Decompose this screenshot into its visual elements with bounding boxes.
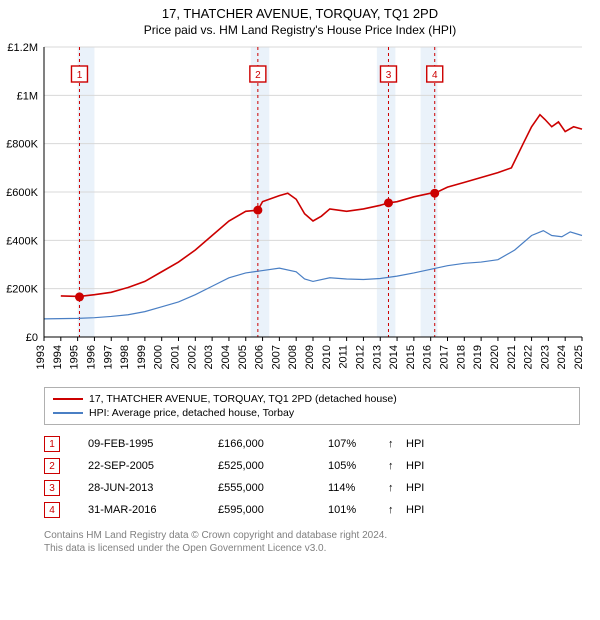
tx-pct: 107% — [328, 438, 388, 450]
tx-hpi-label: HPI — [406, 504, 446, 516]
tx-marker: 3 — [44, 480, 60, 496]
chart-area: £0 £200K £400K £600K £800K £1M £1.2M 1993 1994 19… — [0, 41, 600, 381]
tx-marker: 1 — [44, 436, 60, 452]
tx-date: 28-JUN-2013 — [88, 482, 218, 494]
footer-line2: This data is licensed under the Open Gov… — [44, 542, 580, 555]
tx-date: 31-MAR-2016 — [88, 504, 218, 516]
svg-text:2008: 2008 — [287, 345, 299, 369]
price-chart: £0 £200K £400K £600K £800K £1M £1.2M 1993 1994 19… — [0, 41, 600, 381]
svg-text:1996: 1996 — [85, 345, 97, 369]
svg-text:2021: 2021 — [506, 345, 518, 369]
table-row: 1 09-FEB-1995£166,000107%↑HPI — [44, 433, 580, 455]
legend-label: HPI: Average price, detached house, Torb… — [89, 407, 294, 419]
svg-text:£0: £0 — [26, 332, 38, 344]
tx-marker: 4 — [44, 502, 60, 518]
svg-text:2007: 2007 — [270, 345, 282, 369]
svg-text:2014: 2014 — [388, 345, 400, 369]
svg-text:£200K: £200K — [6, 284, 38, 296]
svg-text:2011: 2011 — [338, 345, 350, 369]
svg-text:1995: 1995 — [69, 345, 81, 369]
svg-text:2004: 2004 — [220, 345, 232, 369]
svg-text:2022: 2022 — [523, 345, 535, 369]
svg-text:2013: 2013 — [371, 345, 383, 369]
svg-text:£600K: £600K — [6, 187, 38, 199]
svg-text:4: 4 — [432, 70, 438, 81]
tx-marker: 2 — [44, 458, 60, 474]
legend: 17, THATCHER AVENUE, TORQUAY, TQ1 2PD (d… — [44, 387, 580, 425]
svg-text:2005: 2005 — [237, 345, 249, 369]
svg-text:2010: 2010 — [321, 345, 333, 369]
svg-text:1993: 1993 — [35, 345, 47, 369]
svg-text:2025: 2025 — [573, 345, 585, 369]
up-arrow-icon: ↑ — [388, 504, 406, 516]
tx-hpi-label: HPI — [406, 460, 446, 472]
tx-date: 09-FEB-1995 — [88, 438, 218, 450]
svg-text:2003: 2003 — [203, 345, 215, 369]
svg-text:2009: 2009 — [304, 345, 316, 369]
svg-text:2017: 2017 — [439, 345, 451, 369]
svg-text:3: 3 — [386, 70, 392, 81]
up-arrow-icon: ↑ — [388, 460, 406, 472]
tx-price: £555,000 — [218, 482, 328, 494]
legend-swatch — [53, 398, 83, 400]
svg-text:2019: 2019 — [472, 345, 484, 369]
footer-line1: Contains HM Land Registry data © Crown c… — [44, 529, 580, 542]
tx-price: £525,000 — [218, 460, 328, 472]
svg-text:2002: 2002 — [186, 345, 198, 369]
tx-price: £595,000 — [218, 504, 328, 516]
svg-text:1994: 1994 — [52, 345, 64, 369]
svg-text:£400K: £400K — [6, 235, 38, 247]
svg-text:2001: 2001 — [170, 345, 182, 369]
legend-swatch — [53, 412, 83, 414]
svg-text:2000: 2000 — [153, 345, 165, 369]
svg-text:1998: 1998 — [119, 345, 131, 369]
tx-hpi-label: HPI — [406, 438, 446, 450]
svg-text:2006: 2006 — [254, 345, 266, 369]
tx-pct: 105% — [328, 460, 388, 472]
tx-date: 22-SEP-2005 — [88, 460, 218, 472]
tx-pct: 114% — [328, 482, 388, 494]
tx-price: £166,000 — [218, 438, 328, 450]
svg-text:2018: 2018 — [455, 345, 467, 369]
svg-text:2020: 2020 — [489, 345, 501, 369]
svg-text:1999: 1999 — [136, 345, 148, 369]
svg-text:2024: 2024 — [556, 345, 568, 369]
svg-text:£800K: £800K — [6, 139, 38, 151]
svg-text:£1.2M: £1.2M — [7, 42, 38, 54]
legend-label: 17, THATCHER AVENUE, TORQUAY, TQ1 2PD (d… — [89, 393, 397, 405]
page-subtitle: Price paid vs. HM Land Registry's House … — [0, 21, 600, 41]
up-arrow-icon: ↑ — [388, 482, 406, 494]
svg-text:2016: 2016 — [422, 345, 434, 369]
table-row: 2 22-SEP-2005£525,000105%↑HPI — [44, 455, 580, 477]
legend-item: HPI: Average price, detached house, Torb… — [53, 406, 571, 420]
tx-hpi-label: HPI — [406, 482, 446, 494]
up-arrow-icon: ↑ — [388, 438, 406, 450]
tx-pct: 101% — [328, 504, 388, 516]
table-row: 3 28-JUN-2013£555,000114%↑HPI — [44, 477, 580, 499]
transaction-table: 109-FEB-1995£166,000107%↑HPI222-SEP-2005… — [44, 433, 580, 521]
svg-text:2: 2 — [255, 70, 261, 81]
svg-text:£1M: £1M — [17, 90, 38, 102]
svg-text:2015: 2015 — [405, 345, 417, 369]
svg-text:1: 1 — [77, 70, 83, 81]
table-row: 4 31-MAR-2016£595,000101%↑HPI — [44, 499, 580, 521]
svg-text:2023: 2023 — [539, 345, 551, 369]
svg-text:1997: 1997 — [102, 345, 114, 369]
page-title: 17, THATCHER AVENUE, TORQUAY, TQ1 2PD — [0, 0, 600, 21]
svg-text:2012: 2012 — [354, 345, 366, 369]
legend-item: 17, THATCHER AVENUE, TORQUAY, TQ1 2PD (d… — [53, 392, 571, 406]
footer-attribution: Contains HM Land Registry data © Crown c… — [44, 529, 580, 555]
